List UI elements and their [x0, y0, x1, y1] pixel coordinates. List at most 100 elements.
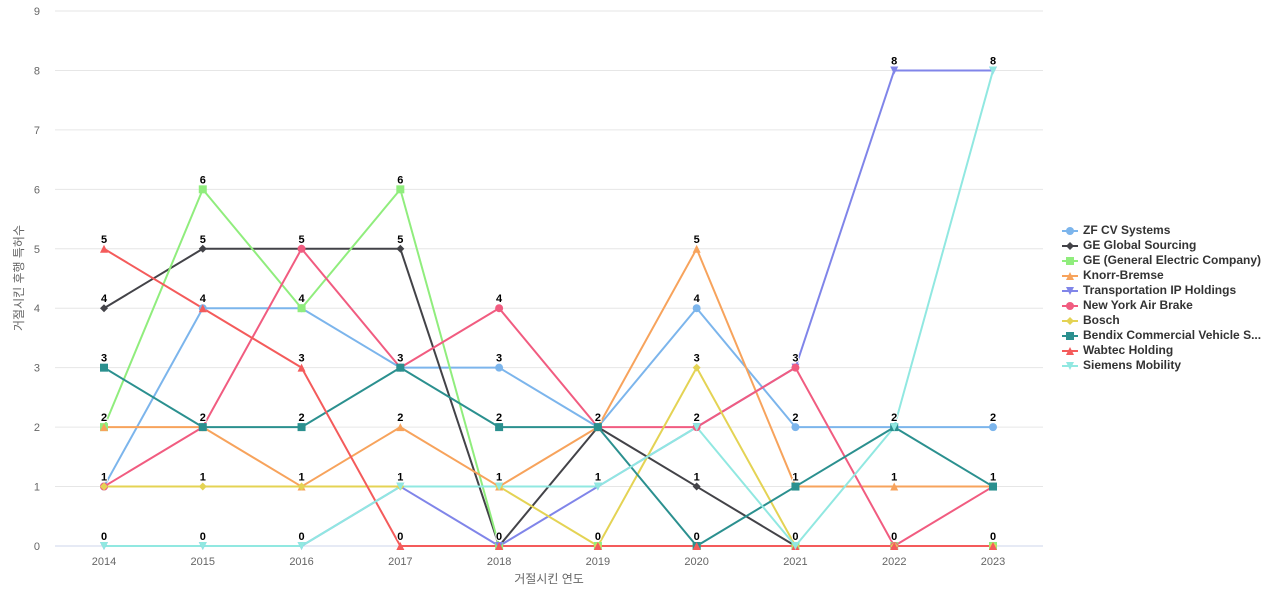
- chart-legend: ZF CV Systems GE Global Sourcing GE (Gener…: [1062, 223, 1277, 373]
- data-label: 0: [298, 531, 304, 543]
- data-point-siemens-mobility: [100, 542, 108, 550]
- y-axis-title: 거절시킨 후행 특허수: [11, 225, 26, 331]
- data-point-knorr-bremse: [692, 244, 701, 253]
- data-point-zf-cv-systems: [989, 423, 997, 432]
- data-label: 1: [595, 472, 601, 484]
- data-label: 1: [496, 472, 502, 484]
- legend-marker: [1066, 241, 1074, 250]
- data-label: 1: [200, 472, 206, 484]
- legend-item[interactable]: Transportation IP Holdings: [1062, 283, 1277, 298]
- data-label: 3: [792, 353, 798, 365]
- data-label: 8: [990, 55, 996, 67]
- y-tick-label: 5: [34, 244, 40, 256]
- series-line-wabtec-holding: [103, 247, 994, 547]
- legend-label: GE Global Sourcing: [1083, 238, 1197, 252]
- data-label: 0: [990, 531, 996, 543]
- legend-marker: [1066, 361, 1074, 370]
- y-tick-label: 9: [34, 6, 40, 18]
- legend-item[interactable]: Bendix Commercial Vehicle S...: [1062, 328, 1277, 343]
- x-tick-label: 2022: [882, 556, 906, 568]
- data-point-new-york-air-brake: [297, 244, 306, 253]
- x-tick-label: 2017: [388, 556, 412, 568]
- y-tick-label: 4: [34, 303, 40, 315]
- data-point-zf-cv-systems: [495, 363, 504, 372]
- data-point-ge-general-electric-company: [198, 185, 207, 194]
- data-point-bosch: [297, 482, 306, 491]
- legend-item[interactable]: Bosch: [1062, 313, 1277, 328]
- data-label: 2: [496, 412, 502, 424]
- series-line-siemens-mobility: [103, 69, 994, 547]
- data-point-siemens-mobility: [297, 542, 306, 550]
- legend-symbol: [1062, 301, 1078, 310]
- data-point-bendix-commercial-vehicle-s: [593, 423, 602, 432]
- data-label: 4: [101, 293, 108, 305]
- data-label: 3: [298, 353, 304, 365]
- data-point-ge-general-electric-company: [297, 304, 306, 313]
- data-point-siemens-mobility: [791, 542, 800, 550]
- data-point-siemens-mobility: [890, 423, 899, 432]
- legend-symbol: [1062, 346, 1078, 355]
- data-label: 6: [200, 174, 206, 186]
- data-point-zf-cv-systems: [692, 304, 701, 313]
- y-tick-label: 0: [34, 541, 40, 553]
- data-label: 0: [891, 531, 897, 543]
- data-label: 4: [496, 293, 503, 305]
- legend-item[interactable]: Knorr-Bremse: [1062, 268, 1277, 283]
- data-point-siemens-mobility: [593, 482, 602, 491]
- data-label: 4: [298, 293, 305, 305]
- series-line-zf-cv-systems: [103, 307, 994, 488]
- data-point-bosch: [198, 482, 207, 491]
- data-label: 2: [792, 412, 798, 424]
- data-label: 2: [298, 412, 304, 424]
- legend-symbol: [1062, 226, 1078, 235]
- data-point-wabtec-holding: [198, 304, 207, 313]
- data-label: 6: [397, 174, 403, 186]
- data-point-wabtec-holding: [297, 363, 306, 372]
- data-point-knorr-bremse: [890, 482, 899, 491]
- legend-label: Bosch: [1083, 313, 1120, 327]
- legend-label: ZF CV Systems: [1083, 223, 1171, 237]
- data-point-ge-global-sourcing: [692, 482, 701, 491]
- data-label: 0: [694, 531, 700, 543]
- legend-marker: [1066, 271, 1074, 280]
- data-point-ge-global-sourcing: [396, 244, 405, 253]
- x-tick-label: 2020: [684, 556, 708, 568]
- data-label: 0: [397, 531, 403, 543]
- legend-symbol: [1062, 316, 1078, 325]
- data-point-new-york-air-brake: [495, 304, 504, 313]
- legend-marker: [1066, 226, 1074, 235]
- legend-label: Bendix Commercial Vehicle S...: [1083, 328, 1262, 342]
- x-tick-label: 2018: [487, 556, 511, 568]
- data-point-bendix-commercial-vehicle-s: [989, 482, 997, 491]
- data-label: 0: [595, 531, 601, 543]
- data-label: 0: [101, 531, 107, 543]
- legend-marker: [1066, 331, 1074, 340]
- data-label: 5: [397, 234, 403, 246]
- data-label: 3: [496, 353, 502, 365]
- data-point-transportation-ip-holdings: [890, 66, 899, 75]
- data-label: 2: [990, 412, 996, 424]
- legend-symbol: [1062, 286, 1078, 295]
- y-tick-label: 6: [34, 184, 40, 196]
- legend-item[interactable]: ZF CV Systems: [1062, 223, 1277, 238]
- data-point-bendix-commercial-vehicle-s: [100, 363, 108, 372]
- data-point-bendix-commercial-vehicle-s: [297, 423, 306, 432]
- data-point-ge-general-electric-company: [396, 185, 405, 194]
- data-label: 5: [694, 234, 700, 246]
- y-tick-label: 3: [34, 363, 40, 375]
- legend-marker: [1066, 256, 1074, 265]
- data-label: 2: [694, 412, 700, 424]
- legend-label: New York Air Brake: [1083, 298, 1193, 312]
- legend-item[interactable]: Siemens Mobility: [1062, 358, 1277, 373]
- data-point-wabtec-holding: [495, 542, 504, 550]
- series-line-bendix-commercial-vehicle-s: [103, 366, 994, 547]
- legend-item[interactable]: Wabtec Holding: [1062, 343, 1277, 358]
- legend-symbol: [1062, 241, 1078, 250]
- data-label: 4: [694, 293, 701, 305]
- legend-item[interactable]: GE (General Electric Company): [1062, 253, 1277, 268]
- legend-item[interactable]: GE Global Sourcing: [1062, 238, 1277, 253]
- legend-item[interactable]: New York Air Brake: [1062, 298, 1277, 313]
- data-point-knorr-bremse: [100, 423, 108, 432]
- data-label: 1: [397, 472, 403, 484]
